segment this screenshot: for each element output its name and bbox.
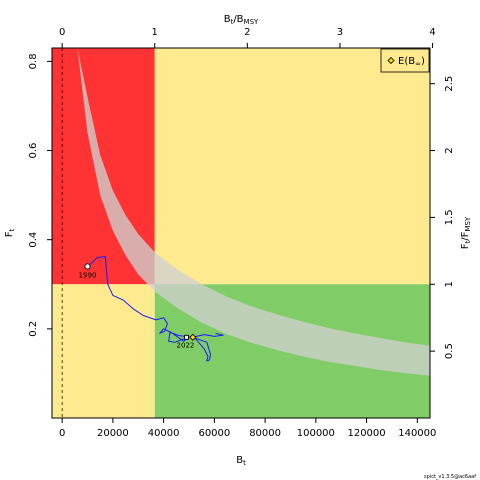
x-axis: 0 20000 40000 60000 80000 100000 120000 140000 xyxy=(59,418,436,439)
right-axis-title: Ft/FMSY xyxy=(460,216,472,249)
x-tick-label: 80000 xyxy=(249,428,281,439)
right-tick-label: 1 xyxy=(444,281,455,287)
x-tick-label: 40000 xyxy=(148,428,180,439)
x-axis-title: Bt xyxy=(236,455,246,467)
right-tick-label: 0.5 xyxy=(444,343,455,359)
msy-confidence-band xyxy=(77,48,430,376)
x-tick-label: 20000 xyxy=(97,428,129,439)
top-tick-label: 1 xyxy=(152,27,158,38)
footer-version: spict_v1.3.5@ac6aaf xyxy=(424,474,476,480)
y-tick-label: 0.8 xyxy=(28,53,39,69)
plot-frame xyxy=(51,47,431,419)
end-year-label: 2022 xyxy=(177,341,195,349)
start-year-label: 1990 xyxy=(79,271,97,279)
start-point xyxy=(84,263,91,270)
top-axis-title: Bt/BMSY xyxy=(224,14,259,26)
y-tick-label: 0.4 xyxy=(28,232,39,248)
top-tick-label: 3 xyxy=(337,27,343,38)
y-tick-label: 0.6 xyxy=(28,143,39,159)
right-axis: 0.5 1 1.5 2 2.5 xyxy=(430,76,455,359)
right-tick-label: 2.5 xyxy=(444,76,455,92)
legend-box xyxy=(380,48,430,73)
right-tick-label: 2 xyxy=(444,147,455,153)
y-axis-title: Ft xyxy=(4,228,16,237)
legend-entry: E(B∞) xyxy=(398,56,425,68)
x-tick-label: 60000 xyxy=(198,428,230,439)
legend-diamond-icon xyxy=(387,56,395,65)
legend: E(B∞) xyxy=(380,48,430,73)
top-axis: 0 1 2 3 4 xyxy=(59,27,436,48)
x-tick-label: 0 xyxy=(59,428,65,439)
x-tick-label: 140000 xyxy=(398,428,436,439)
top-tick-label: 0 xyxy=(59,27,65,38)
equilibrium-marker xyxy=(189,333,197,341)
x-tick-label: 120000 xyxy=(347,428,385,439)
right-tick-label: 1.5 xyxy=(444,209,455,225)
end-point xyxy=(184,334,189,340)
x-tick-label: 100000 xyxy=(297,428,335,439)
top-tick-label: 2 xyxy=(244,27,250,38)
trajectory-series-line xyxy=(87,256,224,362)
overfishing-zone xyxy=(154,48,430,285)
top-tick-label: 4 xyxy=(429,27,435,38)
overfished-zone xyxy=(52,284,155,418)
y-axis: 0.2 0.4 0.6 0.8 xyxy=(28,53,52,337)
y-tick-label: 0.2 xyxy=(28,321,39,337)
